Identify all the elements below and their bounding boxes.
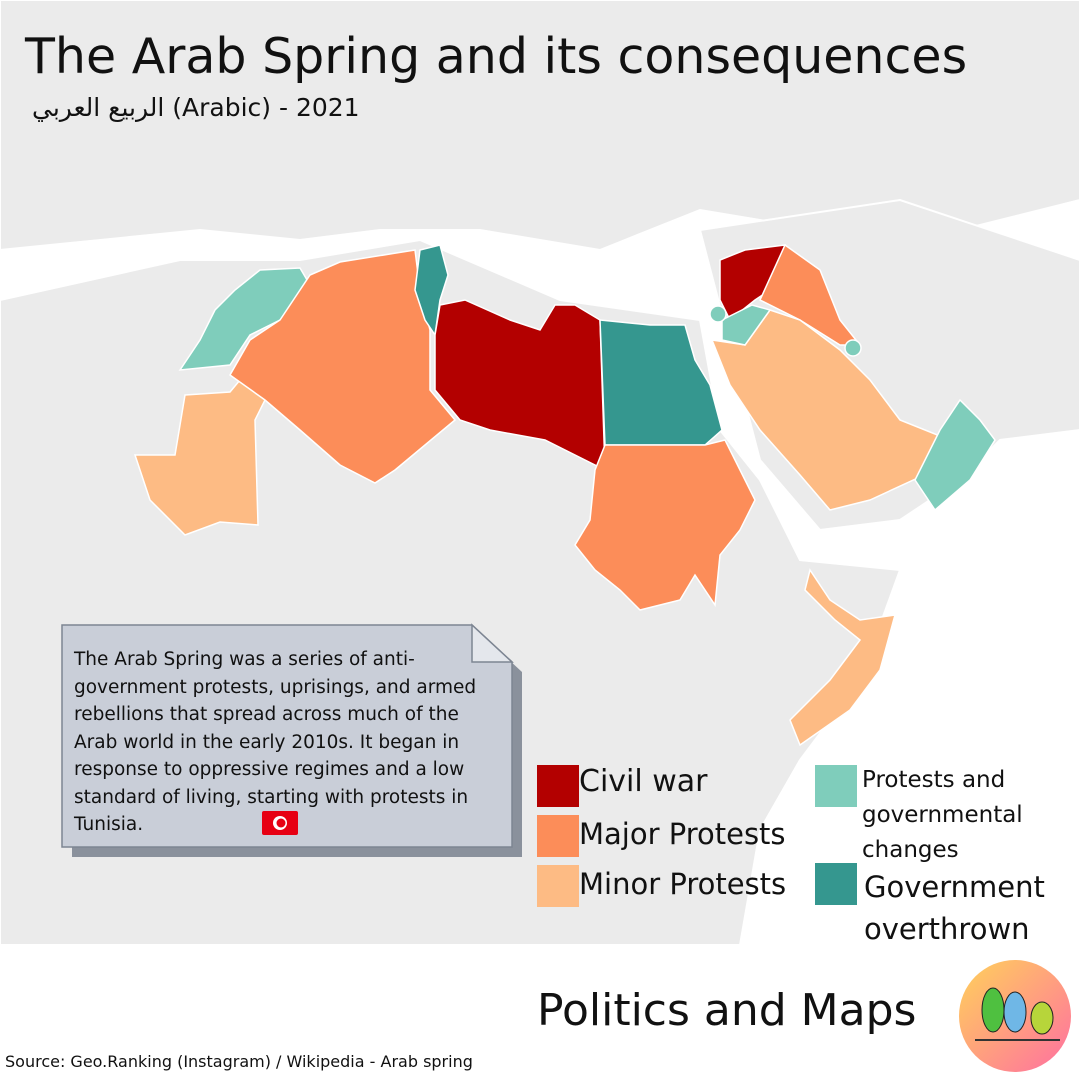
legend-label: Civil war [579, 764, 708, 799]
description: The Arab Spring was a series of anti-gov… [74, 649, 477, 835]
title: The Arab Spring and its consequences [25, 28, 968, 85]
legend-label: Government overthrown [864, 870, 1045, 946]
legend-swatch [537, 765, 579, 807]
subtitle: الربيع العربي (Arabic) - 2021 [32, 93, 360, 122]
legend [537, 765, 857, 907]
countries [133, 243, 996, 747]
logo [959, 960, 1071, 1072]
info-box [61, 623, 522, 857]
legend-swatch [815, 863, 857, 905]
legend-swatch [815, 765, 857, 807]
brand: Politics and Maps [537, 985, 917, 1036]
legend-label: Protests and governmental changes [862, 767, 1023, 863]
legend-label: Minor Protests [579, 867, 787, 901]
legend-swatch [537, 815, 579, 857]
legend-swatch [537, 865, 579, 907]
legend-label: Major Protests [579, 817, 786, 851]
source: Source: Geo.Ranking (Instagram) / Wikipe… [5, 1052, 473, 1071]
